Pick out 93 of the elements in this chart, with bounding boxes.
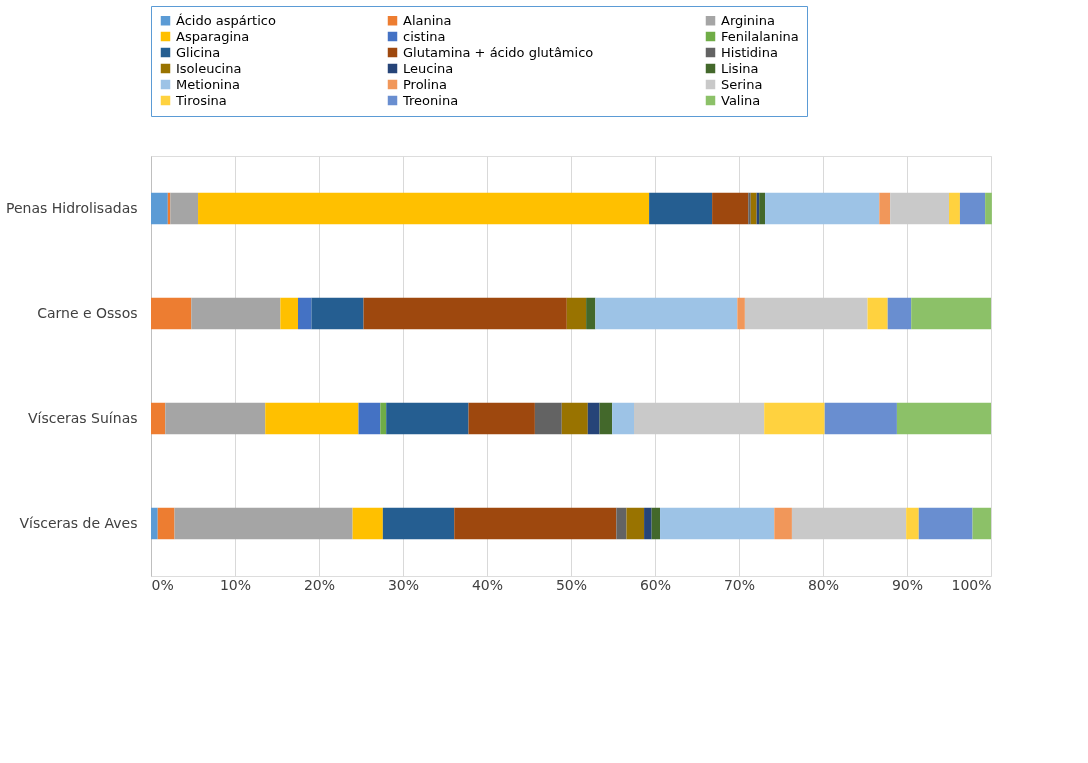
x-tick-label: 0% — [151, 576, 174, 593]
bar — [595, 297, 738, 330]
legend-label: Glicina — [176, 44, 221, 60]
x-tick-label: 100% — [951, 576, 992, 593]
bar — [151, 507, 158, 540]
bar — [191, 297, 281, 330]
x-tick-label: 80% — [807, 576, 840, 593]
legend-label: Treonina — [402, 92, 459, 108]
bar — [911, 297, 991, 330]
bar — [151, 192, 168, 225]
bar — [748, 192, 751, 225]
bar — [311, 297, 364, 330]
bar — [879, 192, 891, 225]
bar — [896, 402, 991, 435]
bar — [198, 192, 650, 225]
bar — [759, 192, 766, 225]
bar — [265, 402, 359, 435]
bar — [890, 192, 949, 225]
bar — [867, 297, 888, 330]
x-tick-label: 70% — [723, 576, 756, 593]
y-tick-label: Vísceras Suínas — [27, 409, 138, 426]
legend-label: Metionina — [176, 76, 240, 92]
y-tick-label: Penas Hidrolisadas — [6, 199, 138, 216]
bar — [651, 507, 661, 540]
bar — [774, 507, 792, 540]
legend-label: cistina — [403, 28, 446, 44]
bar — [985, 192, 992, 225]
bar — [151, 402, 166, 435]
x-tick-label: 10% — [219, 576, 252, 593]
y-tick-label: Carne e Ossos — [37, 304, 138, 321]
bar — [887, 297, 912, 330]
bar — [959, 192, 986, 225]
legend-label: Lisina — [721, 60, 759, 76]
legend-label: Alanina — [403, 12, 452, 28]
legend-label: Prolina — [403, 76, 448, 92]
bar — [612, 402, 634, 435]
bar — [165, 402, 266, 435]
bar — [468, 402, 535, 435]
bar — [454, 507, 617, 540]
bar — [765, 192, 880, 225]
bar — [791, 507, 907, 540]
legend-label: Fenilalanina — [721, 28, 799, 44]
bar — [157, 507, 175, 540]
bar — [358, 402, 381, 435]
bar — [649, 192, 713, 225]
legend-label: Valina — [721, 92, 761, 108]
bar — [737, 297, 745, 330]
x-tick-label: 30% — [387, 576, 420, 593]
legend-label: Asparagina — [176, 28, 250, 44]
bar — [906, 507, 919, 540]
bar — [918, 507, 973, 540]
legend-label: Leucina — [403, 60, 454, 76]
x-tick-label: 90% — [891, 576, 924, 593]
bar — [616, 507, 627, 540]
bar — [566, 297, 587, 330]
legend-label: Isoleucina — [176, 60, 242, 76]
bar — [352, 507, 383, 540]
bar — [382, 507, 455, 540]
bar — [298, 297, 312, 330]
y-tick-label: Vísceras de Aves — [19, 514, 138, 531]
x-tick-label: 40% — [471, 576, 504, 593]
bar — [744, 297, 868, 330]
bar — [170, 192, 199, 225]
bar — [363, 297, 567, 330]
bar — [599, 402, 613, 435]
bar — [587, 402, 600, 435]
bar — [660, 507, 775, 540]
bar — [561, 402, 588, 435]
x-tick-label: 60% — [639, 576, 672, 593]
bar — [972, 507, 991, 540]
legend-label: Tirosina — [175, 92, 227, 108]
bar — [534, 402, 562, 435]
legend-label: Histidina — [721, 44, 778, 60]
legend-label: Ácido aspártico — [176, 12, 276, 28]
bar — [380, 402, 387, 435]
x-tick-label: 20% — [303, 576, 336, 593]
bar — [750, 192, 757, 225]
legend-label: Serina — [721, 76, 763, 92]
bar — [644, 507, 652, 540]
bar — [151, 297, 192, 330]
legend-label: Glutamina + ácido glutâmico — [403, 44, 594, 60]
bar — [712, 192, 749, 225]
bar — [174, 507, 353, 540]
bar — [824, 402, 897, 435]
bar — [634, 402, 765, 435]
legend-label: Arginina — [721, 12, 775, 28]
bar — [764, 402, 825, 435]
bar — [626, 507, 645, 540]
bar — [280, 297, 298, 330]
bar — [386, 402, 469, 435]
bar — [586, 297, 596, 330]
x-tick-label: 50% — [555, 576, 588, 593]
bar — [949, 192, 960, 225]
